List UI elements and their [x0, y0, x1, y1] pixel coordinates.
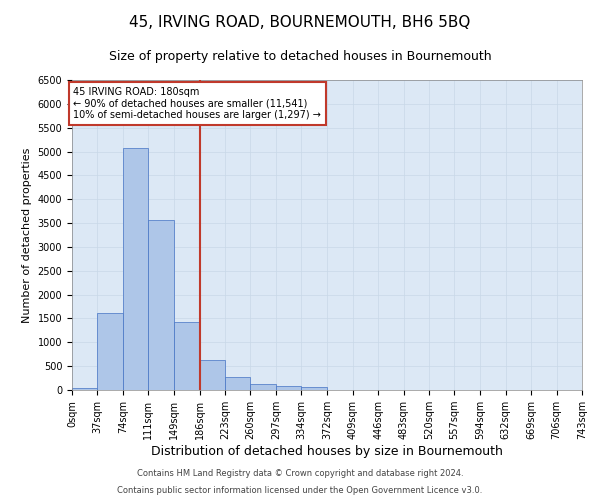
Text: Contains HM Land Registry data © Crown copyright and database right 2024.: Contains HM Land Registry data © Crown c… [137, 468, 463, 477]
Text: 45 IRVING ROAD: 180sqm
← 90% of detached houses are smaller (11,541)
10% of semi: 45 IRVING ROAD: 180sqm ← 90% of detached… [73, 87, 321, 120]
Bar [250, 384, 276, 390]
Bar [174, 322, 200, 390]
Y-axis label: Number of detached properties: Number of detached properties [22, 148, 32, 322]
Bar [200, 360, 225, 390]
Bar [276, 386, 301, 390]
Text: Contains public sector information licensed under the Open Government Licence v3: Contains public sector information licen… [118, 486, 482, 495]
Bar [148, 220, 173, 390]
X-axis label: Distribution of detached houses by size in Bournemouth: Distribution of detached houses by size … [151, 445, 503, 458]
Bar [225, 377, 250, 390]
Bar [301, 387, 326, 390]
Text: 45, IRVING ROAD, BOURNEMOUTH, BH6 5BQ: 45, IRVING ROAD, BOURNEMOUTH, BH6 5BQ [130, 15, 470, 30]
Bar [123, 148, 148, 390]
Bar [72, 388, 97, 390]
Text: Size of property relative to detached houses in Bournemouth: Size of property relative to detached ho… [109, 50, 491, 63]
Bar [97, 312, 123, 390]
